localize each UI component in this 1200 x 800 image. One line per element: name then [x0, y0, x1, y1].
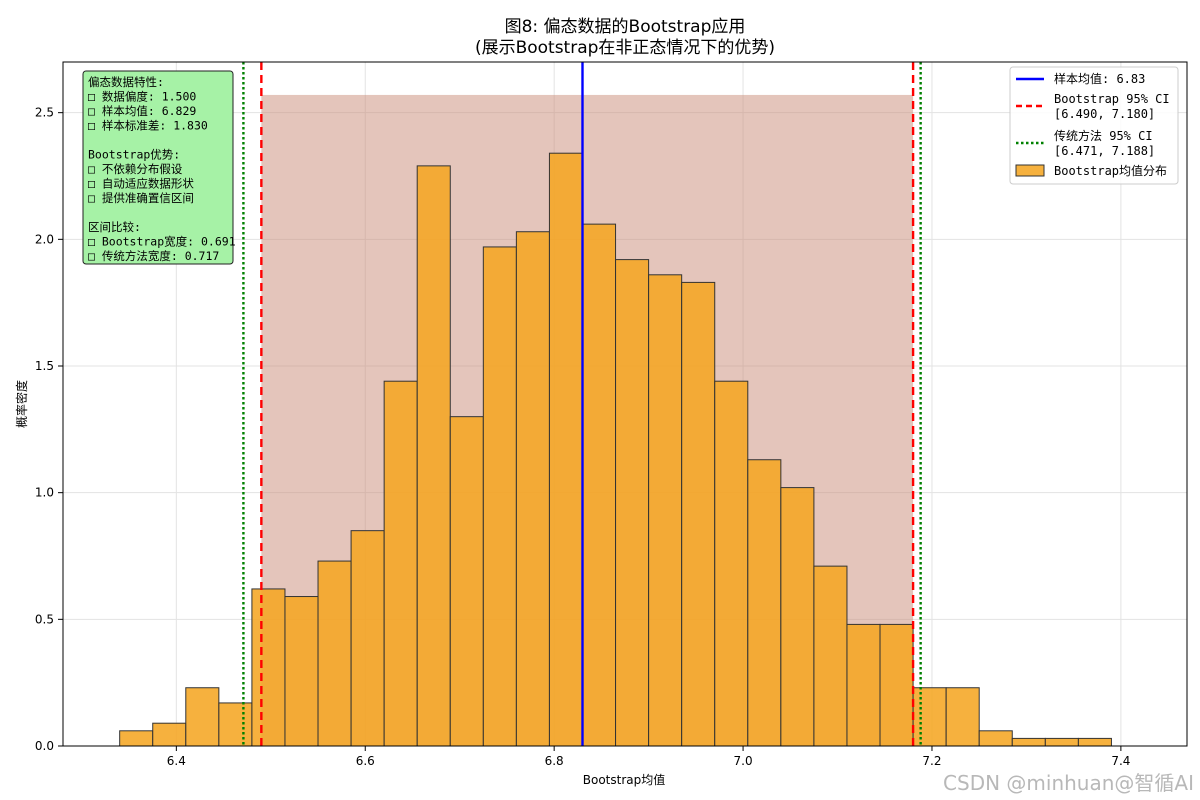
histogram-bar: [648, 274, 683, 747]
legend: 样本均值: 6.83 Bootstrap 95% CI[6.490, 7.180]…: [1009, 66, 1179, 185]
y-tick-label: 0.5: [35, 612, 54, 626]
histogram-bar: [284, 596, 319, 747]
watermark: CSDN @minhuan@智循AI: [943, 771, 1194, 795]
legend-traditional-ci-label: 传统方法 95% CI: [1054, 128, 1153, 143]
x-axis-label: Bootstrap均值: [583, 772, 665, 787]
legend-bootstrap-ci-label: Bootstrap 95% CI: [1054, 92, 1170, 106]
x-tick-label: 7.0: [734, 754, 753, 768]
histogram-bar: [879, 623, 914, 747]
histogram-bar: [780, 487, 815, 747]
histogram-bar: [515, 231, 550, 747]
y-axis-label: 概率密度: [14, 380, 29, 428]
histogram-bar: [416, 165, 451, 747]
y-tick-label: 2.5: [35, 106, 54, 120]
chart-subtitle: (展示Bootstrap在非正态情况下的优势): [475, 38, 775, 58]
histogram-bar: [317, 560, 352, 747]
histogram-bar: [383, 380, 418, 747]
y-tick-label: 0.0: [35, 739, 54, 753]
legend-box: [1009, 66, 1179, 185]
info-box-background: [82, 70, 234, 265]
x-tick-label: 7.4: [1111, 754, 1130, 768]
chart-title: 图8: 偏态数据的Bootstrap应用: [505, 17, 746, 37]
y-axis-ticks: 0.0 0.5 1.0 1.5 2.0 2.5: [35, 106, 63, 753]
histogram-bar: [482, 246, 517, 747]
legend-sample-mean-label: 样本均值: 6.83: [1054, 71, 1145, 86]
histogram-bar: [185, 687, 220, 747]
histogram-bar: [681, 281, 716, 747]
histogram-bar: [119, 730, 154, 747]
x-tick-label: 6.8: [545, 754, 564, 768]
info-box-line: □ 数据偏度: 1.500: [88, 90, 196, 104]
info-box-line: □ 不依赖分布假设: [88, 162, 183, 176]
legend-bootstrap-ci-range: [6.490, 7.180]: [1054, 107, 1155, 121]
histogram-bar: [978, 730, 1013, 747]
reference-lines: [242, 62, 922, 746]
info-box-line: □ 样本均值: 6.829: [88, 104, 196, 118]
histogram-bar: [449, 416, 484, 747]
info-box-line: Bootstrap优势:: [88, 148, 180, 162]
histogram-bar: [747, 459, 782, 747]
histogram-bar: [846, 623, 881, 747]
histogram-bar: [912, 687, 947, 747]
info-box-line: □ 传统方法宽度: 0.717: [88, 249, 219, 263]
histogram-bar: [1044, 737, 1079, 747]
y-tick-label: 1.5: [35, 359, 54, 373]
info-box-line: □ 自动适应数据形状: [88, 177, 194, 191]
legend-traditional-ci-range: [6.471, 7.188]: [1054, 144, 1155, 158]
histogram-bar: [1077, 737, 1112, 747]
histogram-bar: [548, 152, 583, 747]
histogram-bar: [218, 702, 253, 747]
histogram-bars: [119, 152, 1112, 747]
histogram-bar: [945, 687, 980, 747]
info-box-line: □ 提供准确置信区间: [88, 191, 194, 205]
histogram-bar: [251, 588, 286, 747]
y-tick-label: 1.0: [35, 486, 54, 500]
histogram-bar: [813, 565, 848, 747]
x-tick-label: 6.6: [356, 754, 375, 768]
info-box-line: 区间比较:: [88, 220, 141, 234]
histogram-bar: [615, 259, 650, 747]
histogram-bar: [581, 223, 617, 747]
histogram-bar: [1011, 737, 1046, 747]
histogram-bar: [350, 530, 385, 747]
legend-histogram-swatch: [1015, 164, 1045, 177]
histogram-bar: [714, 380, 749, 747]
legend-histogram-label: Bootstrap均值分布: [1054, 163, 1167, 178]
info-box-line: □ Bootstrap宽度: 0.691: [88, 235, 236, 249]
x-tick-label: 7.2: [922, 754, 941, 768]
info-box: 偏态数据特性:□ 数据偏度: 1.500□ 样本均值: 6.829□ 样本标准差…: [82, 70, 236, 265]
histogram-bar: [152, 722, 187, 747]
info-box-line: 偏态数据特性:: [88, 75, 164, 89]
x-axis-ticks: 6.4 6.6 6.8 7.0 7.2 7.4: [167, 746, 1130, 768]
y-tick-label: 2.0: [35, 232, 54, 246]
plot-frame: [62, 61, 1188, 747]
info-box-line: □ 样本标准差: 1.830: [88, 119, 208, 133]
x-tick-label: 6.4: [167, 754, 186, 768]
